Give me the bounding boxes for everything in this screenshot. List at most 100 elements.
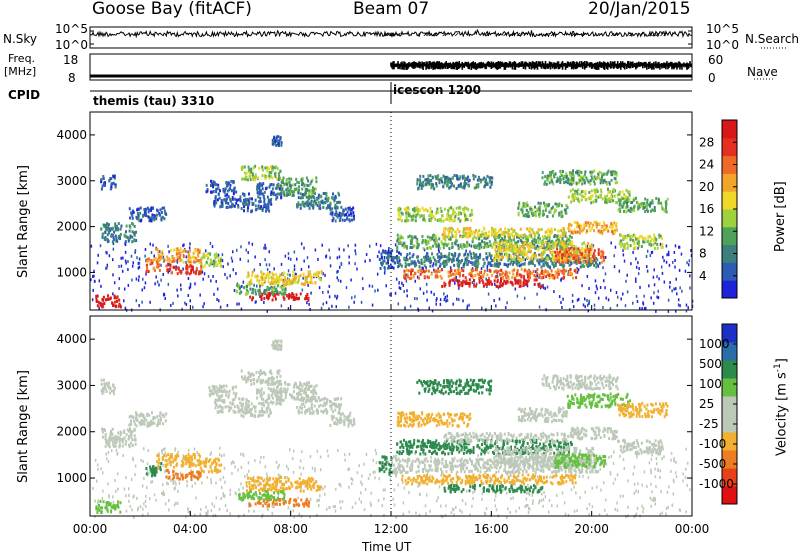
echo-cell [547,227,550,231]
echo-cell [566,261,569,265]
echo-cell [265,186,268,190]
noise-cell [230,256,233,260]
echo-cell [101,302,104,306]
noise-cell [321,290,324,294]
echo-cell [617,197,620,201]
echo-cell [653,205,656,209]
echo-cell [331,211,334,215]
echo-cell [457,212,460,216]
noise-cell [679,304,681,308]
echo-cell [565,211,568,215]
echo-cell [258,200,261,204]
echo-cell [176,255,179,259]
echo-cell [467,232,470,236]
echo-cell [304,276,307,280]
echo-cell [493,262,496,266]
echo-cell [421,241,424,245]
echo-cell [498,235,501,239]
echo-cell [422,255,425,259]
noise-cell [185,260,187,264]
echo-cell [519,281,522,285]
noise-cell [111,258,114,262]
echo-cell [548,247,551,251]
noise-cell [320,306,323,310]
echo-cell [628,190,631,194]
echo-cell [544,235,547,239]
noise-cell [526,284,529,288]
echo-cell [595,190,598,194]
noise-cell [287,269,290,273]
echo-cell [173,257,176,261]
echo-cell [301,196,304,200]
echo-cell [590,257,593,261]
echo-cell [267,206,270,210]
echo-cell [428,214,431,218]
echo-cell [302,274,305,278]
echo-cell [510,248,513,252]
echo-cell [561,242,564,246]
echo-cell [474,244,477,248]
echo-cell [276,279,279,283]
echo-cell [626,196,629,200]
echo-cell [435,273,438,277]
noise-cell [470,244,473,248]
echo-cell [530,207,533,211]
echo-cell [554,172,557,176]
echo-cell [240,165,243,169]
noise-cell [254,255,256,259]
noise-cell [303,246,305,250]
echo-cell [491,245,494,249]
echo-cell [640,244,643,248]
echo-cell [426,179,429,183]
echo-cell [531,259,534,263]
echo-cell [412,275,415,279]
echo-cell [520,208,523,212]
noise-cell [293,264,296,268]
echo-cell [451,242,454,246]
echo-cell [588,264,591,268]
echo-cell [392,256,395,260]
noise-cell [231,259,234,263]
echo-cell [570,231,573,235]
echo-cell [661,207,664,211]
echo-cell [304,187,307,191]
echo-cell [610,230,613,234]
echo-cell [448,216,451,220]
echo-cell [335,210,338,214]
noise-cell [658,277,660,281]
echo-cell [325,206,328,210]
echo-cell [117,305,120,309]
echo-cell [523,233,526,237]
echo-cell [580,254,583,258]
noise-cell [256,284,258,288]
echo-cell [525,201,528,205]
echo-cell [569,189,572,193]
echo-cell [427,174,430,178]
echo-cell [243,286,246,290]
echo-cell [436,275,439,279]
noise-cell [588,299,590,303]
echo-cell [481,178,484,182]
noise-cell [226,303,229,307]
echo-cell [506,253,509,257]
echo-cell [499,273,502,277]
echo-cell [517,213,520,217]
echo-cell [454,215,457,219]
echo-cell [483,240,486,244]
echo-cell [415,239,418,243]
echo-cell [396,239,399,243]
echo-cell [552,171,555,175]
echo-cell [600,250,603,254]
echo-cell [574,250,577,254]
echo-cell [254,198,257,202]
echo-cell [102,177,105,181]
noise-cell [172,301,174,305]
echo-cell [390,256,393,260]
echo-cell [558,258,561,262]
echo-cell [637,243,640,247]
echo-cell [646,205,649,209]
echo-cell [217,259,220,263]
noise-cell [652,301,655,305]
echo-cell [649,201,652,205]
noise-cell [97,253,99,257]
